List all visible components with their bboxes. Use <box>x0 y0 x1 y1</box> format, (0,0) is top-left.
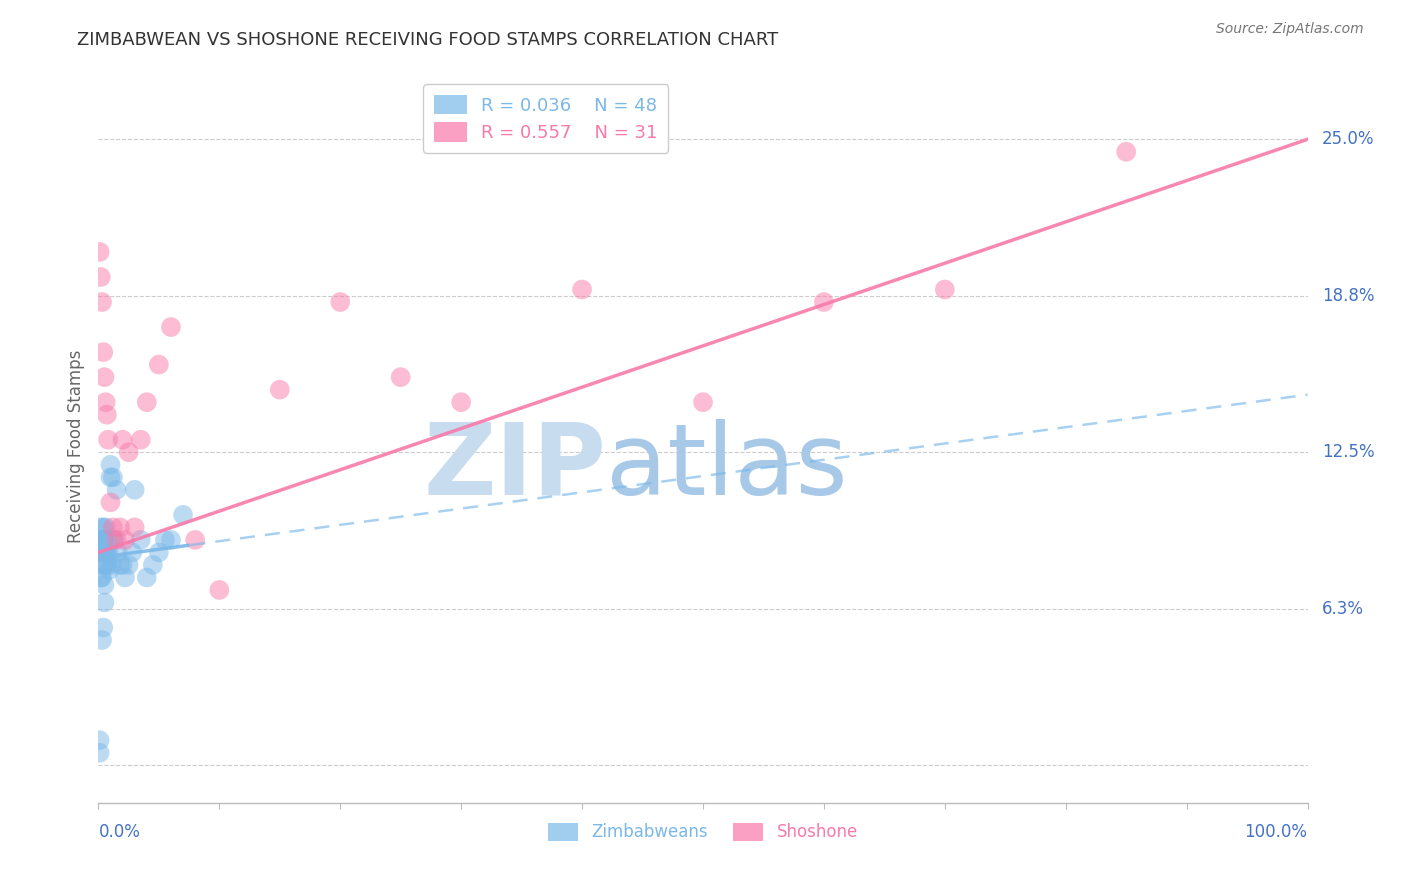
Point <box>93 533 115 547</box>
Point <box>148 358 170 372</box>
Text: 18.8%: 18.8% <box>1322 286 1375 305</box>
Point <box>114 570 136 584</box>
Point <box>108 520 131 534</box>
Text: 12.5%: 12.5% <box>1322 443 1375 461</box>
Point <box>101 470 124 484</box>
Point <box>118 558 141 572</box>
Point <box>91 533 114 547</box>
Point <box>90 545 112 559</box>
Point <box>135 395 157 409</box>
Point <box>89 746 111 760</box>
Point <box>1115 145 1137 159</box>
Point <box>269 383 291 397</box>
Point <box>91 533 114 547</box>
Point <box>105 483 128 497</box>
Point <box>107 545 129 559</box>
Point <box>101 533 124 547</box>
Point <box>91 633 114 648</box>
Text: 25.0%: 25.0% <box>1322 130 1375 148</box>
Point <box>121 545 143 559</box>
Point <box>148 545 170 559</box>
Point <box>93 558 115 572</box>
Point <box>91 545 114 559</box>
Point <box>90 270 112 285</box>
Point <box>91 558 114 572</box>
Point <box>91 570 114 584</box>
Point <box>97 545 120 559</box>
Point <box>93 545 115 559</box>
Point <box>571 283 593 297</box>
Point <box>97 433 120 447</box>
Point <box>93 370 115 384</box>
Text: 6.3%: 6.3% <box>1322 599 1364 618</box>
Point <box>129 533 152 547</box>
Point <box>329 295 352 310</box>
Text: ZIMBABWEAN VS SHOSHONE RECEIVING FOOD STAMPS CORRELATION CHART: ZIMBABWEAN VS SHOSHONE RECEIVING FOOD ST… <box>77 31 779 49</box>
Point <box>184 533 207 547</box>
Point <box>103 533 125 547</box>
Legend: Zimbabweans, Shoshone: Zimbabweans, Shoshone <box>541 816 865 848</box>
Point <box>208 582 231 597</box>
Point <box>90 570 112 584</box>
Point <box>93 595 115 609</box>
Point <box>91 520 114 534</box>
Text: 100.0%: 100.0% <box>1244 822 1308 841</box>
Point <box>91 345 114 359</box>
Text: atlas: atlas <box>606 419 848 516</box>
Point <box>100 470 122 484</box>
Point <box>172 508 194 522</box>
Point <box>153 533 176 547</box>
Point <box>124 483 146 497</box>
Point <box>91 621 114 635</box>
Point <box>118 445 141 459</box>
Point <box>692 395 714 409</box>
Point <box>101 520 124 534</box>
Point <box>111 558 134 572</box>
Text: 0.0%: 0.0% <box>98 822 141 841</box>
Point <box>94 395 117 409</box>
Point <box>98 563 121 577</box>
Point <box>160 320 183 334</box>
Point <box>105 533 128 547</box>
Point <box>111 433 134 447</box>
Point <box>93 578 115 592</box>
Point <box>91 295 114 310</box>
Point <box>129 433 152 447</box>
Point <box>100 495 122 509</box>
Point <box>89 244 111 259</box>
Y-axis label: Receiving Food Stamps: Receiving Food Stamps <box>66 350 84 542</box>
Point <box>94 520 117 534</box>
Point <box>89 733 111 747</box>
Point <box>934 283 956 297</box>
Point <box>94 545 117 559</box>
Point <box>96 533 118 547</box>
Point <box>135 570 157 584</box>
Point <box>96 558 118 572</box>
Text: Source: ZipAtlas.com: Source: ZipAtlas.com <box>1216 22 1364 37</box>
Text: ZIP: ZIP <box>423 419 606 516</box>
Point <box>450 395 472 409</box>
Point <box>96 408 118 422</box>
Point <box>96 545 118 559</box>
Point <box>91 533 114 547</box>
Point <box>389 370 412 384</box>
Point <box>90 520 112 534</box>
Point <box>124 520 146 534</box>
Point <box>100 558 122 572</box>
Point <box>114 533 136 547</box>
Point <box>813 295 835 310</box>
Point <box>160 533 183 547</box>
Point <box>108 558 131 572</box>
Point <box>100 458 122 472</box>
Point <box>142 558 165 572</box>
Point <box>91 533 114 547</box>
